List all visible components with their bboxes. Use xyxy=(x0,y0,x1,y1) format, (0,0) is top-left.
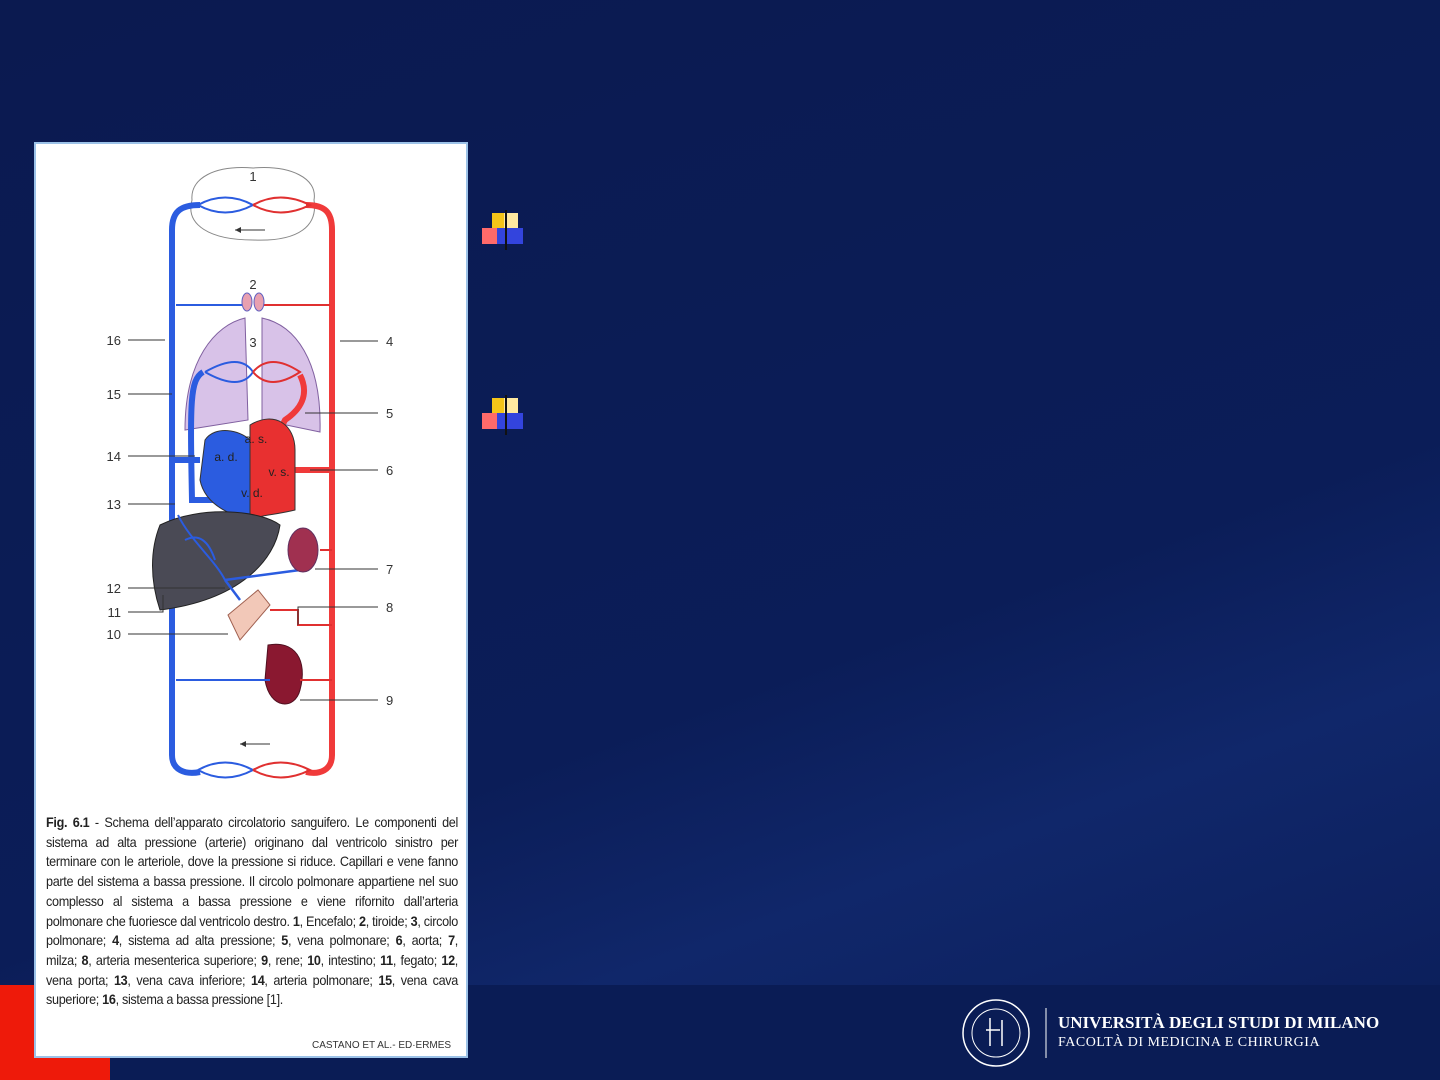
caption-run: , aorta; xyxy=(402,933,449,949)
caption-run: 7 xyxy=(448,933,455,949)
number-label: 10 xyxy=(107,627,121,642)
number-label: 1 xyxy=(249,169,256,184)
caption-run: , milza; xyxy=(46,933,458,968)
caption-run: 9 xyxy=(261,952,268,968)
caption-run: 5 xyxy=(281,933,289,949)
caption-run: 2 xyxy=(358,913,366,929)
number-label: 12 xyxy=(107,581,121,596)
caption-run: 11 xyxy=(380,952,393,968)
caption-run: , tiroide; xyxy=(365,913,411,929)
number-label: 9 xyxy=(386,693,393,708)
number-label: 11 xyxy=(108,605,122,620)
university-name: UNIVERSITÀ DEGLI STUDI DI MILANO xyxy=(1058,1013,1380,1032)
number-label: 16 xyxy=(107,333,121,348)
number-label: 2 xyxy=(249,277,256,292)
caption-run: , vena porta; xyxy=(46,952,458,988)
caption-run: 10 xyxy=(307,952,321,968)
number-label: 14 xyxy=(107,449,121,464)
circulation-diagram xyxy=(128,167,378,779)
caption-run: , vena cava inferiore; xyxy=(127,972,251,988)
figure-credit: CASTANO ET AL.- ED·ERMES xyxy=(312,1040,452,1051)
caption-run: , sistema ad alta pressione; xyxy=(118,933,282,949)
bullet xyxy=(482,395,523,435)
caption-run: 6 xyxy=(395,933,403,949)
number-label: 5 xyxy=(386,406,393,421)
heart-label: a. s. xyxy=(245,432,268,446)
caption-run: , arteria polmonare; xyxy=(264,972,379,988)
heart-label: v. s. xyxy=(268,465,289,479)
number-label: 8 xyxy=(386,600,393,615)
faculty-name: FACOLTÀ DI MEDICINA E CHIRURGIA xyxy=(1058,1035,1321,1050)
number-label: 15 xyxy=(107,387,121,402)
caption-run: , arteria mesenterica superiore; xyxy=(88,952,262,968)
caption-run: , vena cava superiore; xyxy=(46,972,458,1008)
number-label: 6 xyxy=(386,463,393,478)
university-logo xyxy=(962,999,1047,1067)
caption-run: 15 xyxy=(378,972,392,988)
number-label: 13 xyxy=(107,497,121,512)
number-label: 4 xyxy=(386,334,393,349)
caption-run: , sistema a bassa pressione [1]. xyxy=(115,992,284,1008)
caption-run: , circolo polmonare; xyxy=(46,913,458,949)
caption-run: , intestino; xyxy=(320,952,381,968)
caption-run: , vena polmonare; xyxy=(288,933,396,949)
caption-run: 13 xyxy=(113,972,128,988)
caption-run: 14 xyxy=(250,972,265,988)
caption-run: - Schema dell’apparato circolatorio sang… xyxy=(46,815,458,929)
heart-label: a. d. xyxy=(214,450,237,464)
caption-run: 12 xyxy=(441,952,455,968)
caption-run: , rene; xyxy=(267,952,308,968)
caption-run: , fegato; xyxy=(392,952,442,968)
caption-run: 16 xyxy=(102,992,116,1008)
caption-run: 1 xyxy=(292,913,300,929)
caption-run: Fig. 6.1 xyxy=(46,815,90,830)
bullet xyxy=(482,210,523,250)
caption-run: 8 xyxy=(81,952,89,968)
number-label: 7 xyxy=(386,562,393,577)
caption-run: , Encefalo; xyxy=(299,913,359,929)
number-label: 3 xyxy=(249,335,256,350)
heart-label: v. d. xyxy=(241,486,263,500)
caption-run: 3 xyxy=(410,913,418,929)
caption-run: 4 xyxy=(112,933,119,949)
figure-caption: Fig. 6.1 - Schema dell’apparato circolat… xyxy=(46,813,458,1010)
